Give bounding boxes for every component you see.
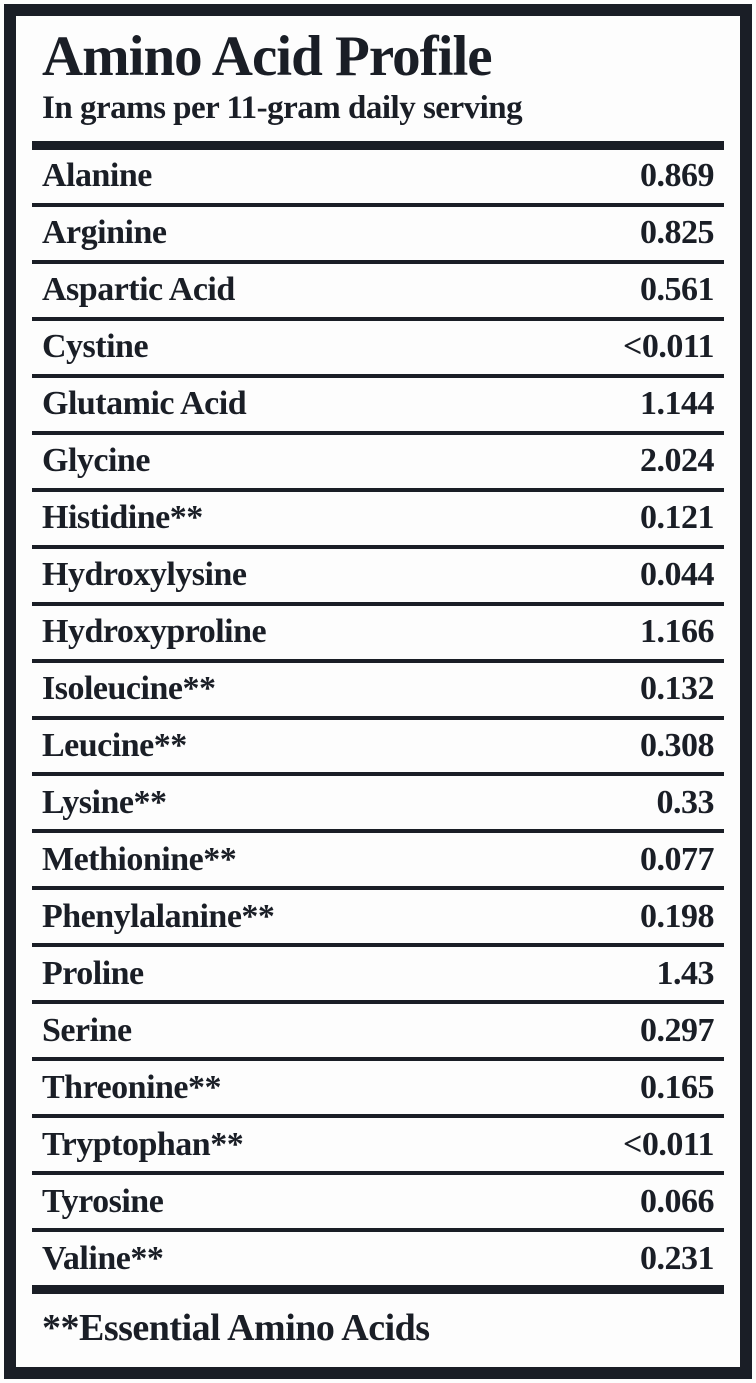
amino-acid-name: Glycine [42,442,150,480]
table-row: Tyrosine 0.066 [32,1175,724,1233]
amino-acid-name: Aspartic Acid [42,271,235,309]
amino-acid-name: Glutamic Acid [42,385,247,423]
amino-acid-name: Tryptophan** [42,1125,244,1163]
table-row: Valine** 0.231 [32,1232,724,1285]
amino-acid-name: Arginine [42,214,167,252]
amino-acid-name: Alanine [42,157,152,195]
amino-acid-value: 1.144 [640,385,715,423]
amino-acid-value: 0.066 [640,1182,715,1220]
amino-acid-name: Cystine [42,328,149,366]
amino-acid-value: 0.561 [640,271,715,309]
amino-acid-value: 0.165 [640,1068,715,1106]
amino-acid-value: 0.077 [640,840,715,878]
amino-acid-name: Threonine** [42,1068,222,1106]
amino-acid-name: Tyrosine [42,1182,164,1220]
table-row: Threonine** 0.165 [32,1061,724,1119]
amino-acid-value: <0.011 [623,1125,715,1163]
table-row: Glycine 2.024 [32,435,724,492]
amino-acid-name: Proline [42,954,144,992]
amino-acid-value: 0.825 [640,214,715,252]
essential-amino-acids-footnote: **Essential Amino Acids [42,1306,430,1349]
amino-acid-name: Serine [42,1011,132,1049]
amino-acid-value: 0.044 [640,556,715,594]
amino-acid-name: Hydroxyproline [42,613,267,651]
footer-divider-rule [32,1285,724,1294]
page-title: Amino Acid Profile [42,25,493,88]
amino-acid-value: 0.198 [640,897,715,935]
table-row: Cystine <0.011 [32,321,724,378]
table-row: Glutamic Acid 1.144 [32,378,724,435]
amino-acid-name: Leucine** [42,727,187,764]
table-row: Isoleucine** 0.132 [32,663,724,720]
table-row: Serine 0.297 [32,1004,724,1062]
table-row: Alanine 0.869 [32,150,724,207]
amino-acid-name: Methionine** [42,840,237,878]
amino-acid-value: 2.024 [640,442,715,480]
amino-acid-name: Valine** [42,1239,164,1277]
table-row: Tryptophan** <0.011 [32,1118,724,1176]
table-row: Methionine** 0.077 [32,833,724,891]
amino-acid-value: 0.297 [640,1011,715,1049]
serving-size-subtitle: In grams per 11-gram daily serving [42,90,523,126]
amino-acid-table: Alanine 0.869 Arginine 0.825 Aspartic Ac… [32,150,724,1285]
table-row: Hydroxylysine 0.044 [32,549,724,606]
label-frame: Amino Acid Profile In grams per 11-gram … [4,4,752,1379]
amino-acid-name: Hydroxylysine [42,556,247,594]
amino-acid-name: Histidine** [42,499,203,537]
table-row: Hydroxyproline 1.166 [32,606,724,663]
amino-acid-value: 1.43 [656,954,715,992]
amino-acid-value: <0.011 [623,328,715,366]
amino-acid-name: Isoleucine** [42,670,216,708]
table-row: Proline 1.43 [32,947,724,1005]
table-row: Arginine 0.825 [32,207,724,264]
label-header: Amino Acid Profile In grams per 11-gram … [16,16,740,128]
table-row: Lysine** 0.33 [32,776,724,834]
amino-acid-value: 0.869 [640,157,715,195]
table-row: Phenylalanine** 0.198 [32,890,724,948]
amino-acid-value: 0.231 [640,1239,715,1277]
amino-acid-value: 0.121 [640,499,715,537]
amino-acid-value: 1.166 [640,613,715,651]
table-row: Aspartic Acid 0.561 [32,264,724,321]
table-row: Leucine** 0.308 [32,720,724,777]
amino-acid-name: Phenylalanine** [42,897,275,935]
header-divider-rule [32,141,724,150]
table-row: Histidine** 0.121 [32,492,724,549]
amino-acid-value: 0.132 [640,670,715,708]
amino-acid-value: 0.33 [656,783,715,821]
amino-acid-value: 0.308 [640,727,715,764]
amino-acid-name: Lysine** [42,783,167,821]
